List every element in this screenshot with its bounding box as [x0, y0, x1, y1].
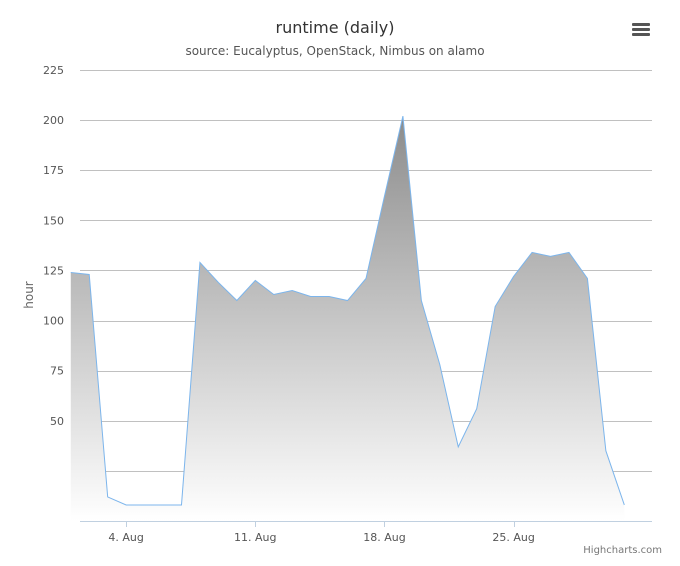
data-point[interactable]: [418, 298, 424, 304]
y-tick-label: 100: [43, 315, 64, 328]
y-axis-title: hour: [22, 281, 36, 309]
hamburger-menu-icon: [632, 23, 650, 36]
chart-menu-button[interactable]: [628, 17, 654, 41]
data-point[interactable]: [621, 502, 627, 508]
data-point[interactable]: [160, 502, 166, 508]
data-point[interactable]: [86, 271, 92, 277]
data-point[interactable]: [68, 269, 74, 275]
data-point[interactable]: [271, 291, 277, 297]
data-point[interactable]: [529, 249, 535, 255]
series-area-fill: [70, 116, 625, 521]
data-point[interactable]: [603, 448, 609, 454]
data-point[interactable]: [400, 113, 406, 119]
chart-subtitle: source: Eucalyptus, OpenStack, Nimbus on…: [185, 44, 484, 58]
data-point[interactable]: [142, 502, 148, 508]
data-point[interactable]: [363, 275, 369, 281]
data-point[interactable]: [252, 277, 258, 283]
y-gridlines: [80, 70, 652, 472]
data-point[interactable]: [381, 193, 387, 199]
data-point[interactable]: [474, 406, 480, 412]
y-tick-label: 50: [50, 415, 64, 428]
y-tick-label: 175: [43, 164, 64, 177]
y-axis: 50 75 100 125 150 175 200 225: [43, 64, 64, 428]
data-point[interactable]: [455, 444, 461, 450]
data-point[interactable]: [511, 273, 517, 279]
y-tick-label: 150: [43, 214, 64, 227]
x-axis: 4. Aug 11. Aug 18. Aug 25. Aug: [80, 521, 652, 544]
series-area: [68, 113, 627, 521]
data-point[interactable]: [105, 494, 111, 500]
data-point[interactable]: [178, 502, 184, 508]
data-point[interactable]: [123, 502, 129, 508]
y-tick-label: 75: [50, 365, 64, 378]
data-point[interactable]: [326, 294, 332, 300]
chart-title: runtime (daily): [276, 18, 395, 37]
data-point[interactable]: [345, 298, 351, 304]
x-tick-label: 4. Aug: [108, 531, 143, 544]
x-tick-label: 25. Aug: [492, 531, 534, 544]
data-point[interactable]: [437, 362, 443, 368]
data-point[interactable]: [308, 294, 314, 300]
y-tick-label: 125: [43, 264, 64, 277]
data-point[interactable]: [492, 304, 498, 310]
data-point[interactable]: [234, 298, 240, 304]
credits-link[interactable]: Highcharts.com: [583, 545, 662, 556]
data-point[interactable]: [289, 287, 295, 293]
data-point[interactable]: [584, 275, 590, 281]
data-point[interactable]: [197, 259, 203, 265]
y-tick-label: 200: [43, 114, 64, 127]
x-tick-label: 18. Aug: [363, 531, 405, 544]
data-point[interactable]: [215, 279, 221, 285]
data-point[interactable]: [548, 253, 554, 259]
data-point[interactable]: [566, 249, 572, 255]
y-tick-label: 225: [43, 64, 64, 77]
series-line: [70, 115, 625, 506]
x-tick-label: 11. Aug: [234, 531, 276, 544]
